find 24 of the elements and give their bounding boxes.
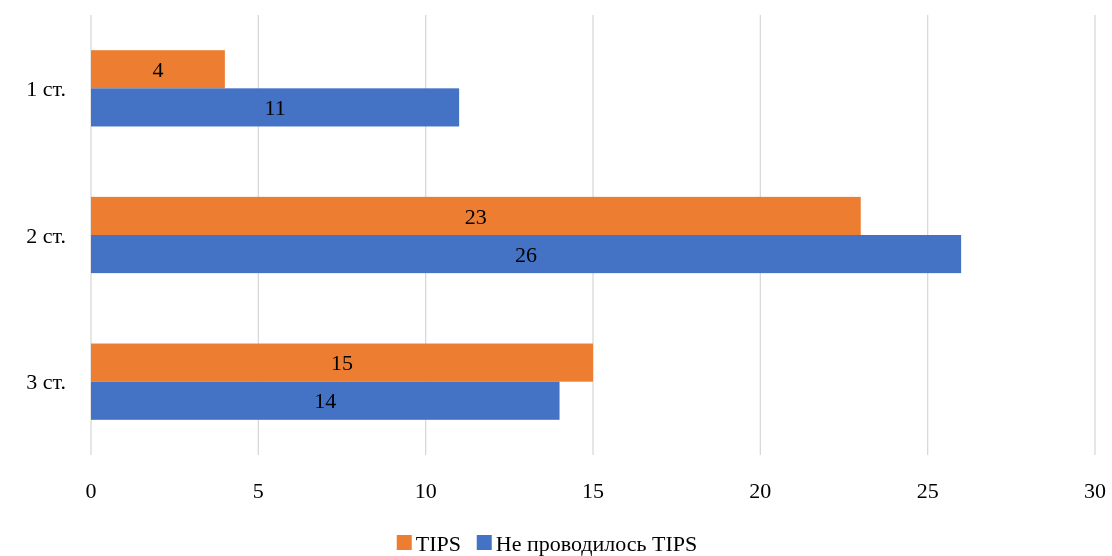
x-tick-label: 30 [1084, 477, 1106, 503]
x-tick-label: 25 [916, 477, 939, 503]
y-tick-label: 2 ст. [26, 222, 66, 248]
data-label: 23 [464, 203, 487, 229]
data-label: 11 [264, 95, 286, 121]
legend-label: Не проводилось TIPS [495, 530, 698, 556]
data-label: 4 [152, 56, 164, 82]
y-tick-label: 3 ст. [26, 369, 66, 395]
data-label: 15 [331, 350, 353, 376]
x-tick-label: 10 [414, 477, 437, 503]
bar [91, 196, 861, 235]
legend-label: TIPS [415, 530, 461, 556]
data-label: 26 [515, 241, 538, 267]
bar [91, 235, 962, 274]
bar [91, 381, 560, 420]
x-tick-label: 0 [85, 477, 97, 503]
bar [91, 50, 225, 89]
x-tick-label: 20 [749, 477, 772, 503]
bar [91, 88, 460, 127]
data-label: 14 [314, 388, 337, 414]
x-tick-label: 5 [252, 477, 264, 503]
y-tick-label: 1 ст. [26, 76, 66, 102]
x-tick-label: 15 [582, 477, 604, 503]
bar [91, 343, 593, 382]
